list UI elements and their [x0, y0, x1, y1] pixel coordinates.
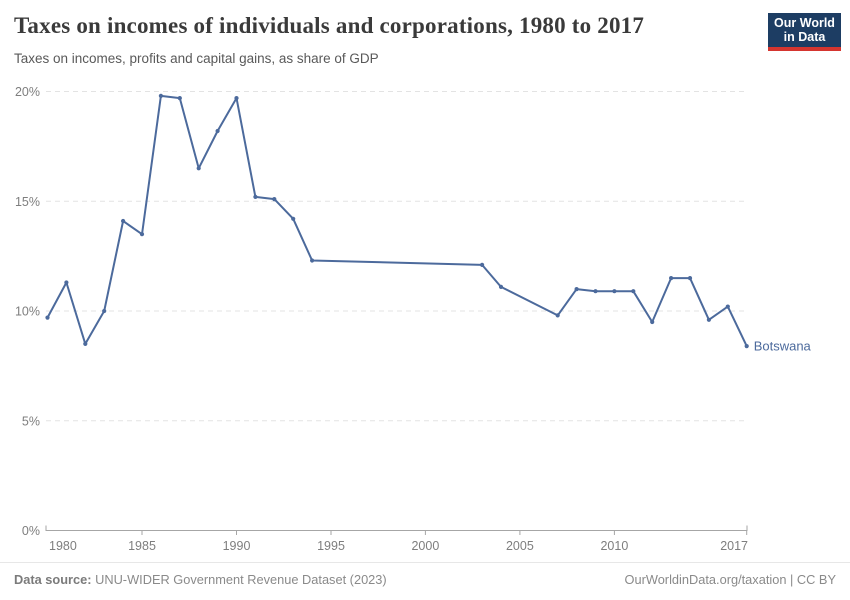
data-point-marker: [480, 262, 485, 267]
x-axis-tick-label: 2000: [411, 539, 439, 553]
x-axis-tick-label: 1985: [128, 539, 156, 553]
chart-footer: Data source: UNU-WIDER Government Revenu…: [0, 562, 850, 599]
y-axis-tick-label: 20%: [15, 85, 40, 99]
footer-link[interactable]: OurWorldinData.org/taxation | CC BY: [624, 572, 836, 587]
data-point-marker: [291, 216, 296, 221]
x-axis-tick-label: 2010: [600, 539, 628, 553]
data-point-marker: [83, 341, 88, 346]
data-point-marker: [669, 276, 674, 281]
x-axis-tick-label: 2017: [720, 539, 748, 553]
y-axis-tick-label: 0%: [22, 524, 40, 538]
data-source-text: UNU-WIDER Government Revenue Dataset (20…: [91, 572, 387, 587]
data-point-marker: [593, 289, 598, 294]
data-point-marker: [234, 96, 239, 101]
data-point-marker: [139, 232, 145, 237]
y-axis-tick-label: 15%: [15, 195, 40, 209]
owid-logo-line2: in Data: [783, 30, 826, 44]
data-point-marker: [45, 315, 50, 320]
data-source-label: Data source:: [14, 572, 92, 587]
data-point-marker: [498, 284, 504, 289]
data-point-marker: [612, 289, 617, 294]
data-point-marker: [121, 218, 126, 224]
data-source: Data source: UNU-WIDER Government Revenu…: [14, 572, 387, 599]
chart-subtitle: Taxes on incomes, profits and capital ga…: [14, 51, 379, 66]
owid-logo-line1: Our World: [774, 16, 835, 30]
data-point-marker: [177, 96, 182, 101]
data-point-marker: [102, 308, 107, 314]
data-point-marker: [310, 258, 315, 263]
data-point-marker: [555, 313, 560, 318]
data-point-marker: [687, 276, 693, 281]
x-axis-tick-label: 1980: [49, 539, 77, 553]
x-axis-tick-label: 1990: [223, 539, 251, 553]
data-point-marker: [631, 289, 636, 294]
line-series-botswana: [46, 94, 748, 348]
chart-title: Taxes on incomes of individuals and corp…: [14, 13, 645, 38]
data-point-marker: [706, 317, 712, 322]
data-point-marker: [253, 194, 258, 199]
data-point-marker: [215, 128, 220, 134]
series-end-label[interactable]: Botswana: [754, 339, 812, 354]
y-axis-tick-label: 5%: [22, 414, 40, 428]
x-axis-tick-label: 1995: [317, 539, 345, 553]
data-point-marker: [744, 344, 749, 349]
data-point-marker: [196, 166, 201, 171]
data-point-marker: [650, 319, 655, 325]
owid-logo[interactable]: Our World in Data: [768, 13, 841, 51]
x-axis-line: [45, 525, 748, 531]
data-point-marker: [272, 197, 277, 202]
data-point-marker: [574, 287, 579, 292]
y-axis-tick-label: 10%: [15, 305, 40, 319]
x-axis-tick-label: 2005: [506, 539, 534, 553]
data-point-marker: [64, 280, 69, 285]
data-point-marker: [158, 93, 163, 98]
data-point-marker: [725, 304, 730, 309]
